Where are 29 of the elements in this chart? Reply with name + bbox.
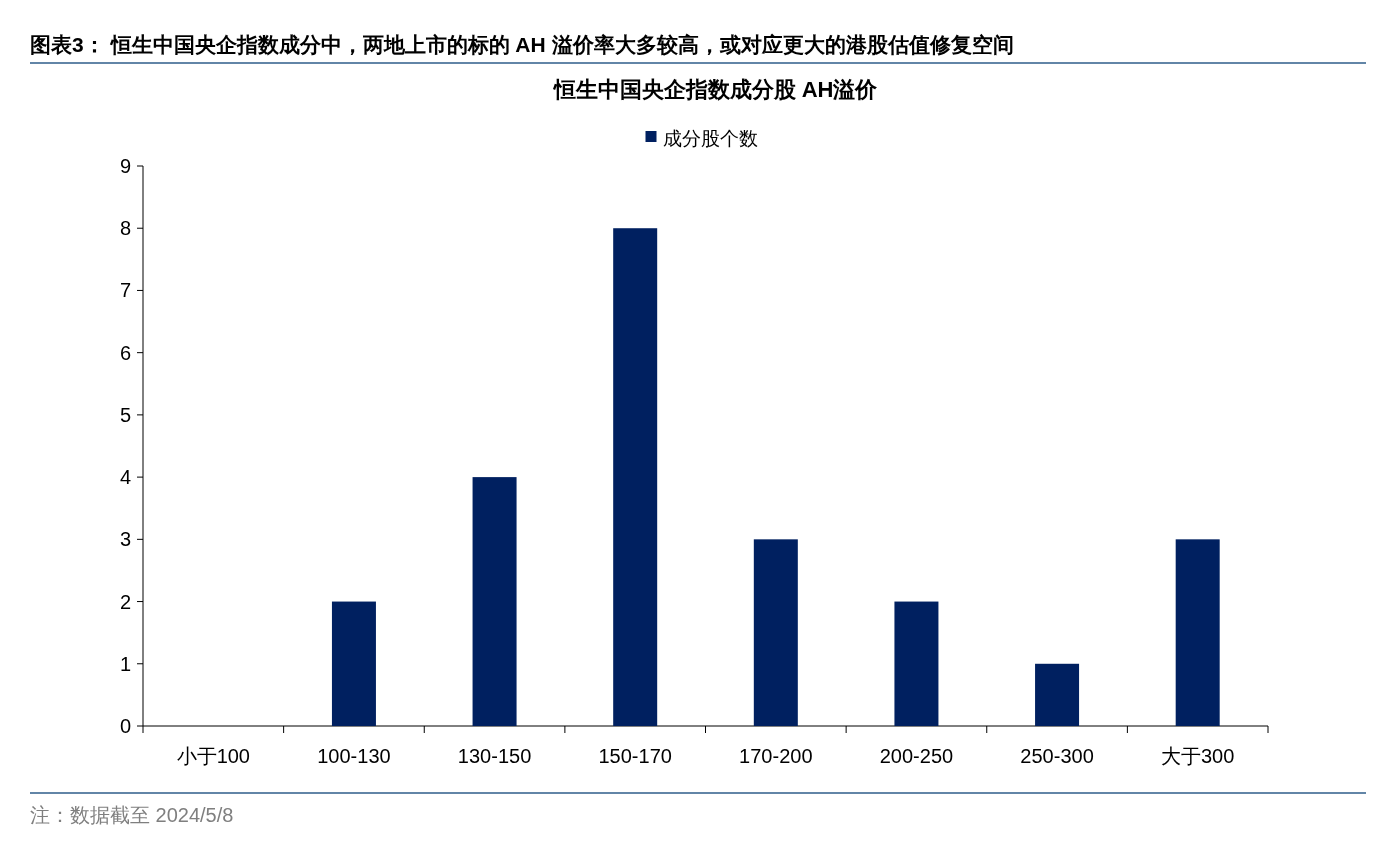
chart-title: 图表3： 恒生中国央企指数成分中，两地上市的标的 AH 溢价率大多较高，或对应更大的港股估值修复空间 <box>30 33 1014 56</box>
y-tick-label: 1 <box>119 652 131 675</box>
x-tick-label: 小于100 <box>176 745 250 767</box>
x-tick-label: 170-200 <box>739 745 813 767</box>
text: 注：数据截至 2024/5/8 <box>30 804 234 826</box>
y-tick-label: 4 <box>119 466 131 489</box>
y-tick-label: 8 <box>119 217 131 240</box>
x-tick-label: 大于300 <box>1161 745 1235 767</box>
x-tick-label: 130-150 <box>457 745 532 767</box>
bar <box>1035 663 1080 726</box>
bar <box>472 477 517 726</box>
bar <box>1175 539 1220 726</box>
bar <box>753 539 798 726</box>
legend-label: 成分股个数 <box>662 128 758 149</box>
y-tick-label: 2 <box>119 590 131 613</box>
x-tick-label: 150-170 <box>598 745 672 767</box>
y-tick-label: 5 <box>119 403 131 426</box>
chart-subtitle: 恒生中国央企指数成分股 AH溢价 <box>551 77 879 102</box>
bar <box>894 601 939 726</box>
x-tick-label: 250-300 <box>1020 745 1094 767</box>
y-tick-label: 6 <box>119 341 131 364</box>
y-tick-label: 9 <box>119 155 131 177</box>
y-tick-label: 3 <box>119 528 131 551</box>
bar <box>331 601 376 726</box>
y-tick-label: 0 <box>119 715 131 737</box>
x-tick-label: 100-130 <box>317 745 391 767</box>
x-tick-label: 200-250 <box>879 745 954 767</box>
bar <box>613 228 658 726</box>
y-tick-label: 7 <box>119 279 131 302</box>
